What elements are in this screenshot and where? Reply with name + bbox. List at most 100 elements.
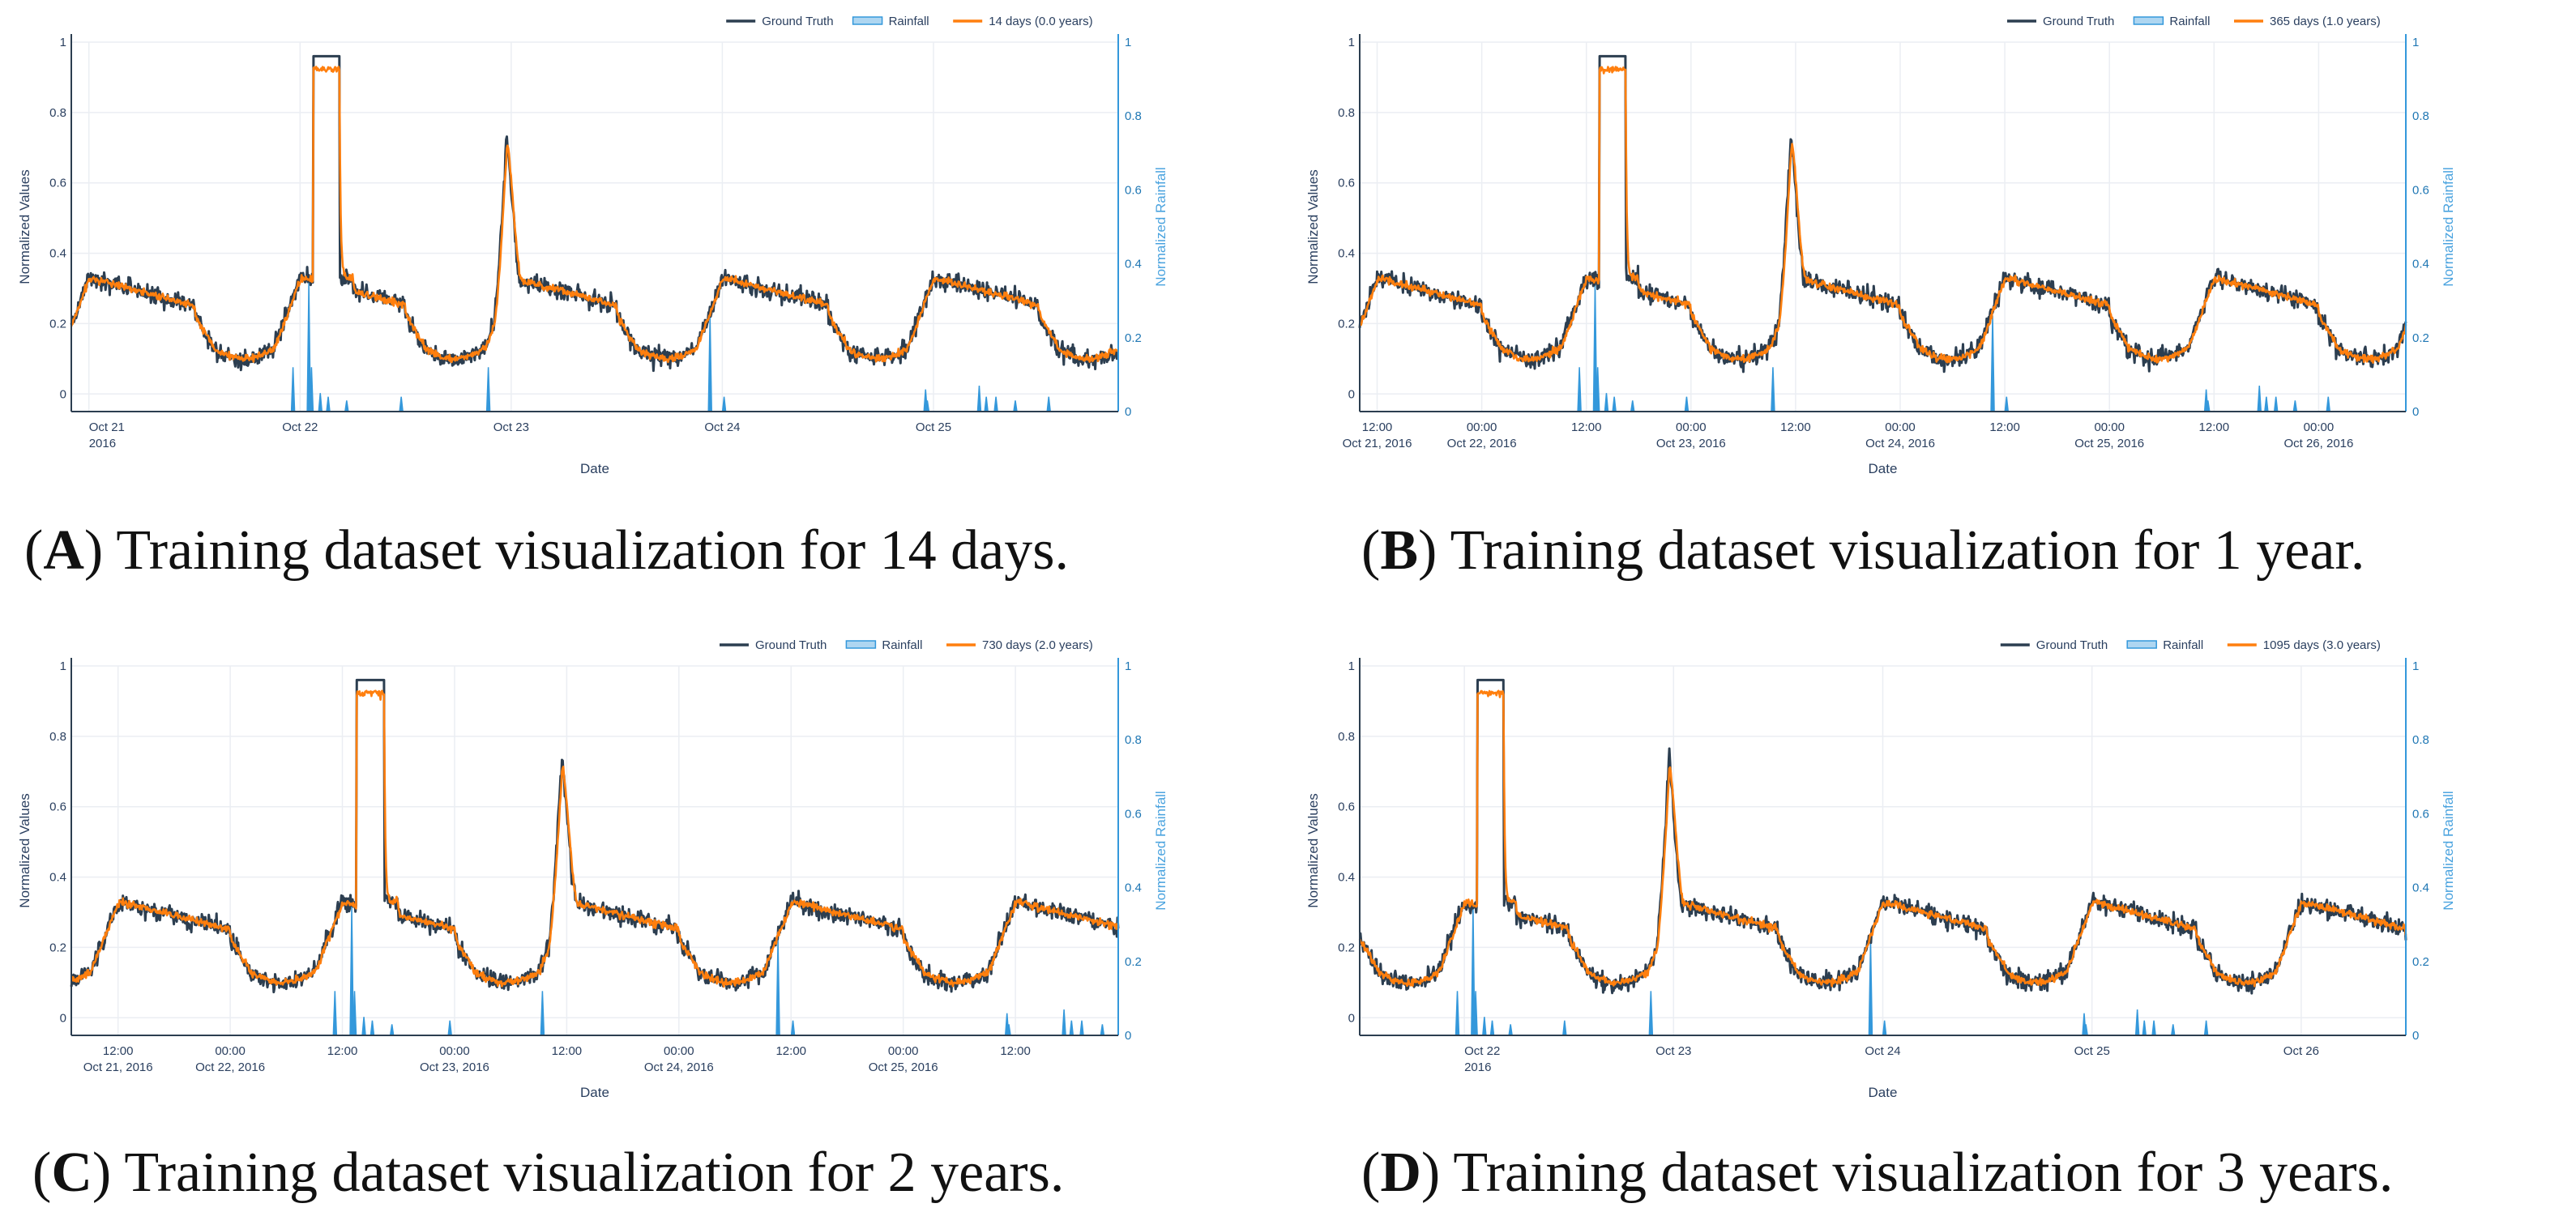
c1-xtick-label-0: 12:00 — [1362, 420, 1393, 434]
c2-rain-bar-9 — [790, 1020, 796, 1036]
c0-rain-bar-16 — [1046, 396, 1052, 412]
c3-xtick-label-0: Oct 22 — [1464, 1044, 1500, 1058]
c3-rain-bar-12 — [2134, 1009, 2140, 1036]
chart-c-svg: 0 0.2 0.4 0.6 0.8 1 0 0.2 0.4 0.6 0.8 1 12:00 Oct 21,… — [17, 638, 1168, 1100]
c3-xtick-sublabel-0: 2016 — [1464, 1060, 1491, 1074]
c1-ytick-label-0: 0 — [1348, 387, 1355, 401]
c1-xtick-sublabel-7: Oct 25, 2016 — [2074, 437, 2144, 450]
c2-rain-bar-7 — [540, 991, 545, 1036]
c1-xtick-sublabel-1: Oct 22, 2016 — [1447, 437, 1517, 450]
c3-xtick-label-4: Oct 26 — [2283, 1044, 2319, 1058]
c0-ytick-label-3: 0.6 — [49, 177, 66, 190]
c1-ytick-label-1: 0.2 — [1338, 317, 1355, 331]
c2-xtick-sublabel-1: Oct 22, 2016 — [195, 1060, 265, 1074]
c2-ytick-label-4: 0.8 — [49, 730, 66, 744]
c2-y-axis-title: Normalized Values — [17, 793, 32, 907]
c2-rain-bar-1 — [349, 906, 354, 1036]
c2-rain-bar-12 — [1062, 1009, 1066, 1036]
chart-d-svg: 0 0.2 0.4 0.6 0.8 1 0 0.2 0.4 0.6 0.8 1 Oct 22 2016 Oc… — [1305, 638, 2456, 1100]
c1-series-prediction — [1359, 66, 2407, 364]
c3-y2tick-label-5: 1 — [2412, 659, 2419, 673]
c2-xtick-sublabel-7: Oct 25, 2016 — [869, 1060, 938, 1074]
c2-rain-bar-0 — [332, 991, 338, 1036]
c2-y2-axis-title: Normalized Rainfall — [1153, 791, 1168, 910]
c0-rain-bar-5 — [344, 400, 349, 412]
c2-xtick-label-7: 00:00 — [888, 1044, 919, 1058]
c2-legend-label-2: 730 days (2.0 years) — [982, 638, 1093, 652]
c3-rain-bar-15 — [2170, 1024, 2176, 1036]
c2-rain-bar-14 — [1079, 1020, 1084, 1036]
c0-rain-bar-15 — [1013, 400, 1018, 412]
c1-legend-label-0: Ground Truth — [2043, 15, 2114, 28]
c3-x-axis-title: Date — [1869, 1085, 1898, 1100]
c3-y2tick-label-4: 0.8 — [2412, 733, 2429, 747]
c1-rain-bar-0 — [1577, 367, 1582, 412]
c2-y2tick-label-2: 0.4 — [1125, 881, 1142, 895]
c1-y2-axis-title: Normalized Rainfall — [2441, 167, 2456, 286]
c1-y-axis-title: Normalized Values — [1305, 169, 1321, 284]
c2-y2tick-label-1: 0.2 — [1125, 955, 1142, 969]
c3-legend-label-1: Rainfall — [2163, 638, 2203, 652]
chart-a-svg: 0 0.2 0.4 0.6 0.8 1 0 0.2 0.4 0.6 0.8 1 Oct 21 2016 Oc… — [17, 15, 1168, 476]
c2-ytick-label-0: 0 — [60, 1011, 66, 1025]
c2-x-axis-title: Date — [580, 1085, 609, 1100]
caption-c-text: Training dataset visualization for 2 yea… — [124, 1142, 1065, 1204]
c1-xtick-label-9: 00:00 — [2304, 420, 2335, 434]
c3-ytick-label-4: 0.8 — [1338, 730, 1355, 744]
c1-xtick-label-6: 12:00 — [1989, 420, 2020, 434]
c1-legend-swatch-1 — [2133, 16, 2164, 25]
caption-d-label: D — [1380, 1142, 1421, 1204]
c3-xtick-label-2: Oct 24 — [1865, 1044, 1900, 1058]
c1-xtick-label-4: 12:00 — [1780, 420, 1811, 434]
c1-rain-bar-12 — [2257, 386, 2262, 412]
c1-rain-bar-5 — [1630, 400, 1635, 412]
caption-b: (B) Training dataset visualization for 1… — [1361, 519, 2365, 582]
c2-xtick-label-5: 00:00 — [664, 1044, 694, 1058]
c1-y2tick-label-1: 0.2 — [2412, 331, 2429, 345]
c3-xtick-label-3: Oct 25 — [2074, 1044, 2110, 1058]
caption-b-label: B — [1380, 519, 1419, 582]
c1-ytick-label-4: 0.8 — [1338, 106, 1355, 120]
c0-xtick-label-1: Oct 22 — [282, 420, 318, 434]
c3-ytick-label-3: 0.6 — [1338, 800, 1355, 814]
c0-y2tick-label-1: 0.2 — [1125, 331, 1142, 345]
c2-xtick-label-0: 12:00 — [103, 1044, 134, 1058]
c0-rain-bar-7 — [485, 367, 491, 412]
c3-rain-bar-5 — [1508, 1024, 1513, 1036]
c3-y2-axis-title: Normalized Rainfall — [2441, 791, 2456, 910]
c1-series-ground-truth — [1358, 54, 2407, 373]
c2-rain-bar-13 — [1069, 1020, 1074, 1036]
c0-legend-label-2: 14 days (0.0 years) — [989, 15, 1092, 28]
c2-xtick-sublabel-3: Oct 23, 2016 — [420, 1060, 489, 1074]
caption-c-label: C — [51, 1142, 92, 1204]
c1-xtick-label-5: 00:00 — [1885, 420, 1916, 434]
c2-xtick-label-2: 12:00 — [327, 1044, 358, 1058]
c2-series-prediction — [70, 689, 1120, 988]
c1-y2tick-label-2: 0.4 — [2412, 258, 2429, 271]
c3-y2tick-label-1: 0.2 — [2412, 955, 2429, 969]
c3-y2tick-label-3: 0.6 — [2412, 807, 2429, 821]
c3-ytick-label-0: 0 — [1348, 1011, 1355, 1025]
c1-y2tick-label-4: 0.8 — [2412, 109, 2429, 123]
caption-a: (A) Training dataset visualization for 1… — [24, 519, 1069, 582]
c1-y2tick-label-3: 0.6 — [2412, 183, 2429, 197]
caption-d: (D) Training dataset visualization for 3… — [1361, 1142, 2394, 1204]
c2-legend-swatch-1 — [845, 640, 877, 649]
c3-rain-bar-13 — [2142, 1020, 2147, 1036]
c2-rain-bar-5 — [389, 1024, 395, 1036]
c0-series-prediction — [70, 66, 1119, 364]
c1-xtick-sublabel-9: Oct 26, 2016 — [2283, 437, 2353, 450]
c3-legend-swatch-1 — [2126, 640, 2157, 649]
c1-rain-bar-16 — [2326, 396, 2331, 412]
c2-xtick-label-8: 12:00 — [1000, 1044, 1031, 1058]
chart-panel-b: 0 0.2 0.4 0.6 0.8 1 0 0.2 0.4 0.6 0.8 1 12:00 Oct 21,… — [1288, 0, 2576, 600]
c2-rain-bar-3 — [361, 1017, 366, 1036]
chart-panel-c: 0 0.2 0.4 0.6 0.8 1 0 0.2 0.4 0.6 0.8 1 12:00 Oct 21,… — [0, 624, 1288, 1229]
c0-ytick-label-0: 0 — [60, 387, 66, 401]
c1-legend-label-1: Rainfall — [2169, 15, 2210, 28]
c0-rain-bar-4 — [326, 396, 331, 412]
c2-y2tick-label-0: 0 — [1125, 1029, 1131, 1043]
c0-xtick-label-2: Oct 23 — [493, 420, 529, 434]
c1-xtick-label-1: 00:00 — [1467, 420, 1497, 434]
c0-rain-bar-12 — [976, 386, 982, 412]
